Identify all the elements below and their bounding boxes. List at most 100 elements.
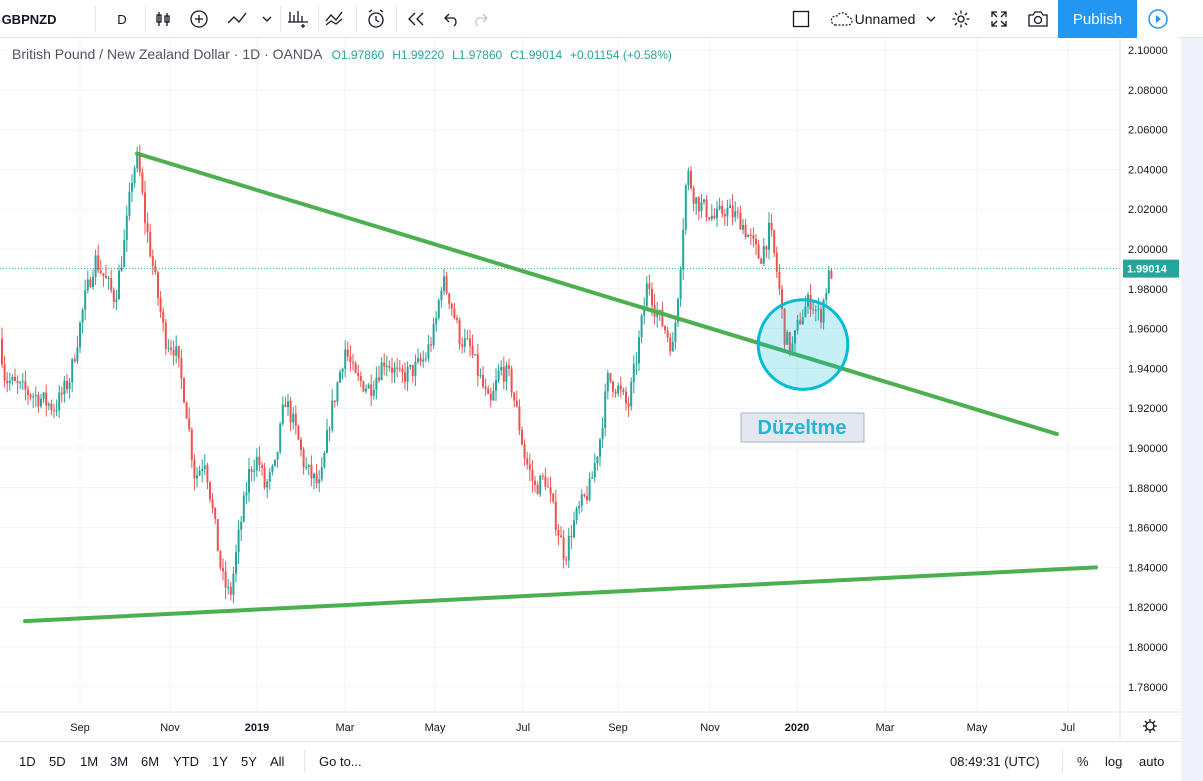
candle-body (570, 535, 573, 537)
candle-body (419, 358, 422, 362)
price-tick-label: 2.02000 (1128, 204, 1168, 216)
candle (575, 506, 578, 525)
time-tick-label: Sep (70, 722, 90, 734)
alert-icon[interactable] (362, 0, 390, 38)
candle (359, 371, 362, 388)
range-3m[interactable]: 3M (110, 753, 129, 769)
candle (380, 357, 383, 381)
publish-button[interactable]: Publish (1058, 0, 1137, 38)
candle (154, 260, 157, 275)
range-1d[interactable]: 1D (19, 753, 36, 769)
candle (206, 462, 209, 490)
candle (222, 558, 224, 581)
snapshot-icon[interactable] (1024, 0, 1052, 38)
candle (11, 374, 14, 386)
range-5d[interactable]: 5D (49, 753, 66, 769)
indicators-icon[interactable] (186, 0, 212, 38)
candle (567, 527, 570, 569)
candle-body (632, 364, 635, 383)
candle-body (560, 535, 562, 538)
candle (253, 459, 256, 482)
log-toggle[interactable]: log (1105, 753, 1123, 769)
candle-body (24, 381, 27, 390)
candle (305, 457, 308, 471)
candle-body (365, 388, 367, 392)
candle (396, 357, 399, 378)
top-toolbar: GBPNZD D Unnamed (0, 0, 1203, 38)
candle-body (723, 214, 726, 217)
candle-body (770, 222, 773, 231)
candle-body (175, 346, 178, 356)
chevron-down-icon[interactable] (258, 0, 276, 38)
candle-body (50, 403, 53, 411)
chevron-down-icon[interactable] (922, 0, 940, 38)
range-1y[interactable]: 1Y (212, 753, 228, 769)
candle (729, 199, 731, 208)
candle-body (133, 168, 136, 184)
settings-icon[interactable] (948, 0, 974, 38)
play-icon[interactable] (1137, 0, 1179, 38)
layout-name[interactable]: Unnamed (854, 11, 916, 27)
candle (378, 365, 380, 383)
interval-selector[interactable]: D (117, 11, 127, 27)
candle-body (149, 232, 152, 257)
templates-icon[interactable] (284, 0, 312, 38)
candle-body (804, 306, 807, 318)
candle-body (531, 469, 534, 481)
cloud-icon[interactable] (828, 0, 854, 38)
compare-icon[interactable] (224, 0, 254, 38)
auto-toggle[interactable]: auto (1139, 753, 1165, 769)
candle (149, 224, 152, 258)
candle-body (640, 315, 643, 338)
candle (461, 337, 464, 354)
candle-body (271, 465, 274, 472)
candle (237, 519, 240, 564)
redo-icon[interactable] (468, 0, 492, 38)
candle (92, 269, 94, 290)
candle-body (625, 391, 627, 404)
candle-body (385, 365, 388, 367)
candle (505, 361, 508, 391)
candle-body (222, 567, 224, 572)
candle-body (651, 288, 653, 306)
candle-body (536, 484, 539, 495)
symbol-search[interactable]: GBPNZD (1, 11, 57, 27)
legend-change: +0.01154 (+0.58%) (570, 48, 672, 62)
candle-body (11, 376, 14, 381)
candle (736, 206, 739, 219)
fullscreen-icon[interactable] (986, 0, 1012, 38)
candle-body (648, 283, 651, 289)
range-5y[interactable]: 5Y (241, 753, 257, 769)
range-6m[interactable]: 6M (141, 753, 160, 769)
candle (762, 237, 765, 267)
candle (814, 304, 817, 322)
candle-body (336, 382, 339, 402)
candle (700, 193, 703, 219)
goto-button[interactable]: Go to... (319, 753, 362, 769)
candle (131, 174, 133, 203)
candle-body (393, 367, 396, 373)
candle (362, 380, 365, 393)
candle (214, 507, 217, 525)
candle (432, 317, 435, 350)
bar-style-icon[interactable] (150, 0, 176, 38)
candle-body (432, 324, 435, 346)
percent-toggle[interactable]: % (1077, 753, 1089, 769)
candle (310, 455, 313, 487)
candle (385, 355, 388, 377)
candle-body (162, 311, 165, 323)
range-all[interactable]: All (270, 753, 285, 769)
layout-icon[interactable] (790, 0, 812, 38)
price-chart[interactable]: Düzeltme 2.10000 2.08000 2.06000 2.04000 2.0… (0, 38, 1181, 741)
replay-icon[interactable] (402, 0, 430, 38)
indicators-chart-icon[interactable] (322, 0, 350, 38)
clock-time[interactable]: 08:49:31 (UTC) (950, 753, 1040, 769)
candle-body (411, 365, 414, 376)
candle (526, 451, 529, 470)
candle-body (427, 344, 430, 359)
range-1m[interactable]: 1M (80, 753, 99, 769)
candle-body (489, 393, 492, 401)
candle-body (656, 312, 659, 317)
undo-icon[interactable] (440, 0, 464, 38)
range-ytd[interactable]: YTD (173, 753, 199, 769)
